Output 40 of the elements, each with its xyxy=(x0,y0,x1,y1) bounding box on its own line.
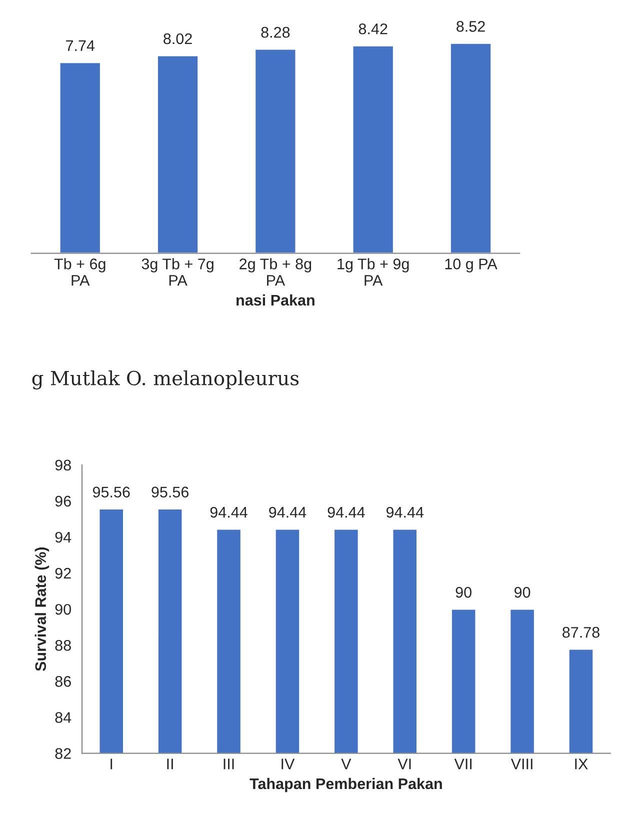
y-tick-label: 96 xyxy=(55,496,71,507)
y-tick-label: 92 xyxy=(55,568,71,579)
x-tick-label: IX xyxy=(575,758,588,770)
x-tick-label: VI xyxy=(398,758,411,770)
x-tick-label: 10 g PA xyxy=(445,258,498,272)
data-label: 95.56 xyxy=(92,486,130,498)
data-label: 94.44 xyxy=(386,506,424,518)
y-tick-label: 90 xyxy=(55,604,71,615)
data-label: 90 xyxy=(514,586,530,598)
y-tick-label: 86 xyxy=(55,676,71,687)
x-tick-label: V xyxy=(341,758,352,770)
data-label: 8.02 xyxy=(164,33,192,44)
x-tick-label: IV xyxy=(282,758,295,770)
data-label: 94.44 xyxy=(328,506,365,518)
y-tick-label: 82 xyxy=(55,748,71,759)
y-tick-label: 84 xyxy=(55,712,72,723)
x-tick-label: VII xyxy=(454,758,472,770)
x-tick-label: Tb + 6g PA xyxy=(54,258,106,286)
data-label: 95.56 xyxy=(152,486,189,498)
data-label: 7.74 xyxy=(66,40,95,51)
data-label: 94.44 xyxy=(269,506,306,518)
data-label: 8.52 xyxy=(456,21,485,32)
x-axis-title: nasi Pakan xyxy=(236,294,314,306)
x-axis-title: Tahapan Pemberian Pakan xyxy=(250,778,442,792)
y-tick-label: 94 xyxy=(55,532,72,543)
y-tick-label: 88 xyxy=(55,640,71,651)
x-tick-label: II xyxy=(167,758,173,770)
x-tick-label: I xyxy=(110,758,112,770)
text: g Mutlak O. melanopleurus xyxy=(32,370,299,390)
data-label: 8.42 xyxy=(358,23,388,34)
y-tick-label: 98 xyxy=(55,460,71,471)
x-tick-label: 3g Tb + 7g PA xyxy=(142,258,214,286)
data-label: 94.44 xyxy=(210,506,248,518)
y-axis-title: Survival Rate (%) xyxy=(34,547,50,672)
x-tick-label: III xyxy=(224,758,234,770)
data-label: 8.28 xyxy=(261,26,290,38)
x-tick-label: VIII xyxy=(510,758,532,770)
data-label: 90 xyxy=(456,586,472,598)
x-tick-label: 1g Tb + 9g PA xyxy=(338,258,409,286)
data-label: 87.78 xyxy=(562,626,600,638)
